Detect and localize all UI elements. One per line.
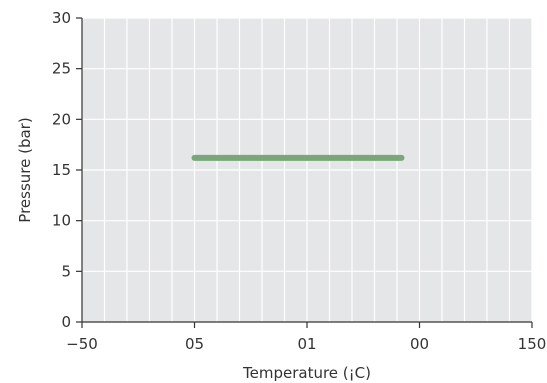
y-tick-label: 30 bbox=[52, 9, 71, 27]
grid bbox=[81, 17, 533, 323]
x-axis-label: Temperature (¡C) bbox=[242, 364, 371, 382]
y-tick-label: 15 bbox=[52, 161, 71, 179]
y-tick-label: 0 bbox=[61, 313, 71, 331]
x-tick-label: 01 bbox=[297, 335, 316, 353]
y-axis-label: Pressure (bar) bbox=[16, 117, 34, 222]
axes bbox=[76, 17, 533, 328]
x-tick-label: 00 bbox=[410, 335, 429, 353]
x-tick-label: −50 bbox=[66, 335, 98, 353]
y-tick-label: 20 bbox=[52, 110, 71, 128]
y-tick-label: 25 bbox=[52, 60, 71, 78]
x-tick-label: 150 bbox=[518, 335, 547, 353]
y-tick-label: 10 bbox=[52, 212, 71, 230]
x-tick-label: 05 bbox=[185, 335, 204, 353]
y-tick-label: 5 bbox=[61, 262, 71, 280]
